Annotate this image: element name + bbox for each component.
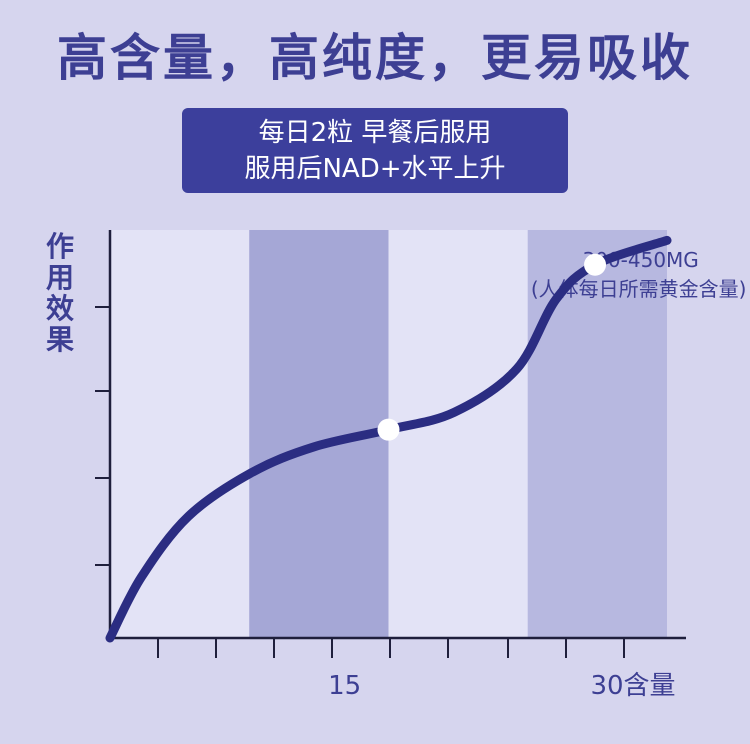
chart-band-1 [110,230,250,638]
y-axis-label-char: 效 [46,292,74,325]
y-axis-label-char: 果 [46,323,74,356]
chart-band-4 [527,230,667,638]
y-axis-label-char: 用 [46,261,74,294]
curve-marker-2 [584,253,607,276]
x-tick-label-30: 30含量 [590,671,675,701]
x-tick-label-15: 15 [328,671,361,701]
y-axis-label-char: 作 [46,230,74,263]
dosage-line: 每日2粒 早餐后服用 [258,117,492,148]
chart-band-3 [388,230,528,638]
nad-line: 服用后NAD+水平上升 [244,153,506,184]
x-axis-label: 含量 [624,671,676,701]
chart-axes [95,230,686,658]
headline: 高含量，高纯度，更易吸收 [57,29,693,87]
curve-marker-1 [377,418,400,441]
x-tick-value-30: 30 [590,671,623,701]
dosage-badge: 每日2粒 早餐后服用 服用后NAD+水平上升 [182,108,568,193]
chart-curve [105,235,672,643]
